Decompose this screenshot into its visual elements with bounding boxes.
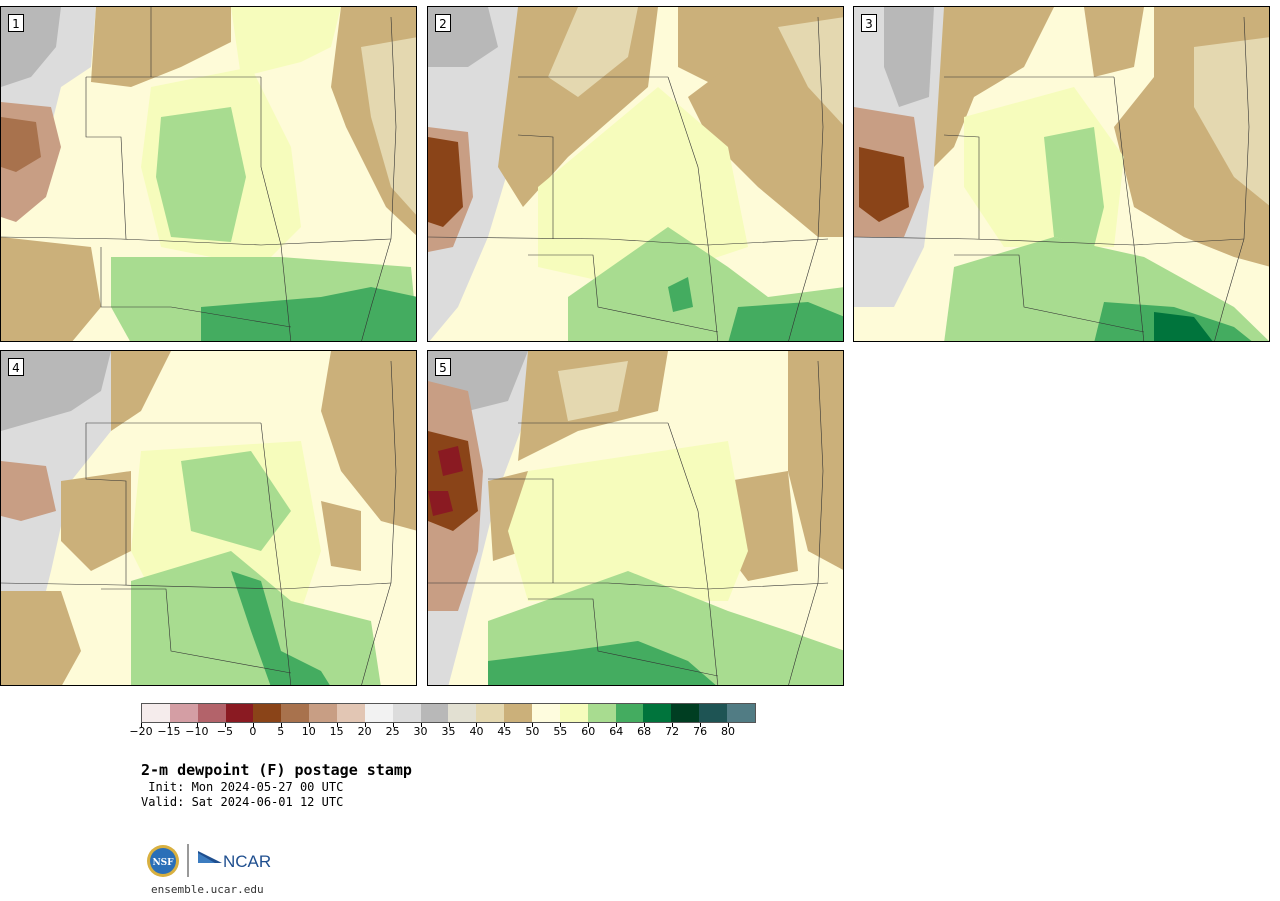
- tick-mark: [420, 723, 422, 727]
- dewpoint-colorbar: [141, 703, 756, 723]
- tick-label: 0: [249, 725, 257, 738]
- map-panel-1: 1: [0, 6, 417, 342]
- tick-mark: [308, 723, 310, 727]
- colorbar-segment: [364, 704, 393, 722]
- svg-text:NSF: NSF: [152, 858, 174, 868]
- tick-mark: [504, 723, 506, 727]
- tick-label: 50: [525, 725, 540, 738]
- chart-title: 2-m dewpoint (F) postage stamp: [141, 761, 412, 779]
- tick-label: −20: [129, 725, 153, 738]
- tick-mark: [364, 723, 366, 727]
- colorbar-segment: [420, 704, 449, 722]
- tick-label: 20: [357, 725, 372, 738]
- tick-label: −5: [216, 725, 233, 738]
- tick-mark: [560, 723, 562, 727]
- colorbar-segment: [587, 704, 616, 722]
- tick-label: 64: [609, 725, 624, 738]
- colorbar-segment: [699, 704, 728, 722]
- tick-label: 10: [301, 725, 316, 738]
- tick-mark: [532, 723, 534, 727]
- colorbar-segment: [281, 704, 310, 722]
- colorbar-segment: [615, 704, 644, 722]
- map-panel-5: 5: [427, 350, 844, 686]
- tick-mark: [588, 723, 590, 727]
- colorbar-segment: [727, 704, 755, 722]
- tick-label: 68: [637, 725, 652, 738]
- colorbar-segment: [197, 704, 226, 722]
- tick-mark: [616, 723, 618, 727]
- tick-mark: [700, 723, 702, 727]
- colorbar-segment: [253, 704, 282, 722]
- colorbar-segment: [169, 704, 198, 722]
- colorbar-ticks: −20 −15 −10 −5 0 5 10 15 20 25 30 35 40 45 50 55 60 64 68 7…: [129, 723, 756, 741]
- tick-label: 72: [665, 725, 680, 738]
- tick-mark: [392, 723, 394, 727]
- tick-label: 30: [413, 725, 428, 738]
- colorbar-segment: [225, 704, 254, 722]
- tick-mark: [476, 723, 478, 727]
- dewpoint-map: [854, 7, 1269, 341]
- tick-mark: [252, 723, 254, 727]
- dewpoint-map: [1, 351, 416, 685]
- map-panel-3: 3: [853, 6, 1270, 342]
- colorbar-segment: [448, 704, 477, 722]
- colorbar-segment: [643, 704, 672, 722]
- tick-mark: [196, 723, 198, 727]
- init-time: Init: Mon 2024-05-27 00 UTC: [141, 780, 344, 794]
- dewpoint-map: [428, 351, 843, 685]
- tick-mark: [141, 723, 142, 727]
- colorbar-segment: [504, 704, 533, 722]
- dewpoint-map: [428, 7, 843, 341]
- colorbar-segment: [476, 704, 505, 722]
- valid-time: Valid: Sat 2024-06-01 12 UTC: [141, 795, 344, 809]
- panel-number: 4: [8, 358, 24, 376]
- tick-mark: [728, 723, 730, 727]
- tick-label: 60: [581, 725, 596, 738]
- tick-label: 35: [441, 725, 456, 738]
- tick-label: 5: [277, 725, 285, 738]
- tick-label: 45: [497, 725, 512, 738]
- tick-label: 25: [385, 725, 400, 738]
- tick-mark: [336, 723, 338, 727]
- nsf-ncar-logo: NSF NCAR: [147, 844, 271, 877]
- map-panel-4: 4: [0, 350, 417, 686]
- tick-label: 55: [553, 725, 568, 738]
- dewpoint-map: [1, 7, 416, 341]
- colorbar-segment: [337, 704, 365, 722]
- tick-label: −10: [185, 725, 209, 738]
- tick-mark: [448, 723, 450, 727]
- colorbar-segment: [671, 704, 700, 722]
- panel-number: 1: [8, 14, 24, 32]
- tick-label: −15: [157, 725, 181, 738]
- tick-label: 80: [721, 725, 736, 738]
- svg-text:NCAR: NCAR: [223, 852, 271, 871]
- tick-label: 40: [469, 725, 484, 738]
- colorbar-segment: [559, 704, 588, 722]
- colorbar-segment: [142, 704, 170, 722]
- tick-mark: [168, 723, 170, 727]
- tick-mark: [672, 723, 674, 727]
- tick-label: 76: [693, 725, 708, 738]
- site-url: ensemble.ucar.edu: [151, 883, 264, 896]
- panel-number: 3: [861, 14, 877, 32]
- colorbar-segment: [392, 704, 421, 722]
- map-panel-2: 2: [427, 6, 844, 342]
- colorbar-segment: [309, 704, 338, 722]
- tick-mark: [280, 723, 282, 727]
- panel-number: 2: [435, 14, 451, 32]
- tick-label: 15: [329, 725, 344, 738]
- tick-mark: [644, 723, 646, 727]
- panel-number: 5: [435, 358, 451, 376]
- tick-mark: [224, 723, 226, 727]
- colorbar-segment: [532, 704, 560, 722]
